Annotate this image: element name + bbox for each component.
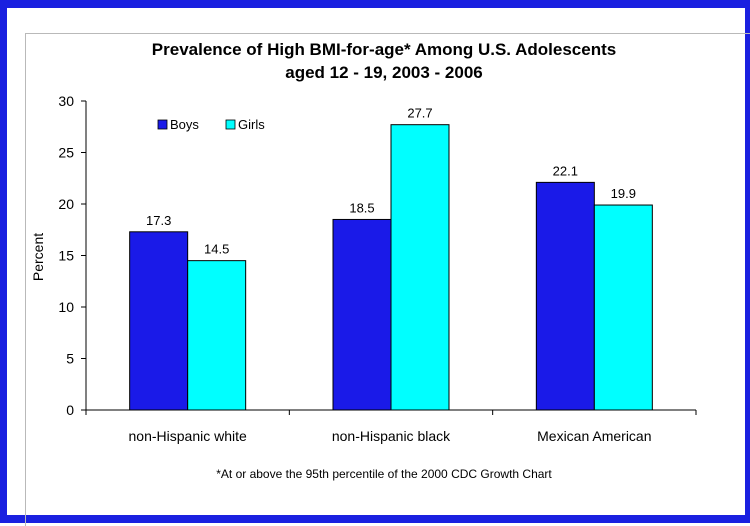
legend-label-girls: Girls [238,117,265,132]
data-label-girls-0: 14.5 [204,242,229,257]
legend-label-boys: Boys [170,117,199,132]
category-label-1: non-Hispanic black [332,428,451,444]
bar-boys-1 [332,218,392,411]
data-label-boys-0: 17.3 [146,213,171,228]
data-label-boys-2: 22.1 [553,163,578,178]
legend-swatch-girls [225,119,236,130]
bar-girls-1 [390,124,450,411]
category-labels-group: non-Hispanic white non-Hispanic black Mexi… [129,428,652,444]
bar-girls-2 [593,204,653,411]
y-tick-label-10: 10 [58,299,74,315]
y-tick-label-25: 25 [58,145,74,161]
data-labels-group: 17.3 14.5 18.5 27.7 22.1 19.9 [146,106,636,257]
bar-boys-0 [129,231,189,411]
chart-title-line-2: aged 12 - 19, 2003 - 2006 [285,63,483,82]
data-label-girls-2: 19.9 [611,186,636,201]
legend: Boys Girls [157,117,265,132]
category-label-0: non-Hispanic white [129,428,247,444]
category-label-2: Mexican American [537,428,651,444]
bars-group [129,124,653,411]
chart-title-line-1: Prevalence of High BMI-for-age* Among U.… [152,40,616,59]
y-axis-label: Percent [30,233,46,281]
bar-girls-0 [187,260,247,411]
axes-group: 0 5 10 15 20 25 30 [58,93,697,418]
data-label-boys-1: 18.5 [349,200,374,215]
footnote: *At or above the 95th percentile of the … [216,467,552,481]
y-tick-label-5: 5 [66,351,74,367]
data-label-girls-1: 27.7 [407,106,432,121]
y-tick-label-0: 0 [66,402,74,418]
bar-boys-2 [535,181,595,411]
legend-swatch-boys [157,119,168,130]
y-tick-label-30: 30 [58,93,74,109]
chart-area-border [25,33,750,526]
y-tick-label-20: 20 [58,196,74,212]
y-tick-label-15: 15 [58,248,74,264]
